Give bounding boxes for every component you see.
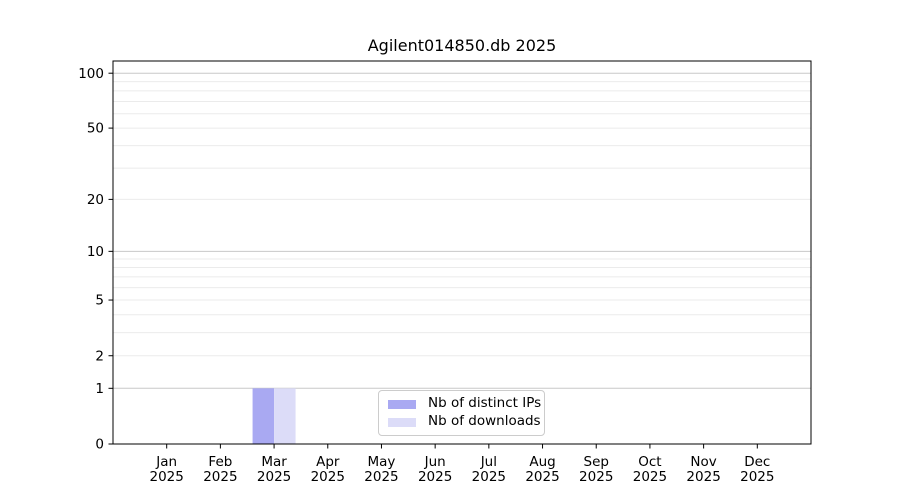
y-tick-label: 20 [87,192,104,208]
x-tick-label-month: Feb [208,454,232,470]
legend-entry-nb-of-downloads: Nb of downloads [388,415,541,429]
legend-label: Nb of distinct IPs [428,395,542,412]
y-tick-label: 1 [95,381,104,397]
x-tick-label-year: 2025 [525,469,559,485]
y-tick-label: 2 [95,348,104,364]
x-tick-label-month: May [368,454,396,470]
y-tick-label: 50 [87,121,104,137]
x-tick-label-month: Dec [744,454,770,470]
x-tick-label-year: 2025 [472,469,506,485]
y-tick-label: 10 [87,244,104,260]
legend-swatch-nb-of-downloads [388,417,416,427]
x-tick-label-year: 2025 [203,469,237,485]
bar-nb-of-downloads-mar [274,388,296,444]
bar-nb-of-distinct-ips-mar [252,388,275,444]
legend-label: Nb of downloads [428,413,541,430]
x-tick-label-year: 2025 [633,469,667,485]
y-tick-label: 5 [95,293,104,309]
legend-swatch-nb-of-distinct-ips [388,399,416,409]
x-tick-label-month: Sep [584,454,609,470]
x-tick-label-month: Nov [690,454,716,470]
chart-title: Agilent014850.db 2025 [367,36,557,55]
x-tick-label-year: 2025 [150,469,184,485]
x-tick-label-month: Mar [261,454,287,470]
x-tick-label-year: 2025 [686,469,720,485]
x-tick-label-month: Aug [529,454,555,470]
x-tick-label-year: 2025 [257,469,291,485]
y-tick-label: 0 [95,437,104,453]
legend: Nb of distinct IPs Nb of downloads [378,390,545,436]
x-tick-label-year: 2025 [311,469,345,485]
x-tick-label-year: 2025 [740,469,774,485]
legend-entry-nb-of-distinct-ips: Nb of distinct IPs [388,397,541,411]
x-tick-label-month: Oct [638,454,661,470]
x-tick-label-year: 2025 [579,469,613,485]
x-tick-label-year: 2025 [418,469,452,485]
x-tick-label-month: Jul [480,454,497,470]
y-tick-label: 100 [78,66,104,82]
x-tick-label-month: Jan [155,454,177,470]
axes-spines [112,60,812,445]
x-tick-label-month: Jun [424,454,446,470]
x-tick-label-month: Apr [316,454,340,470]
x-tick-label-year: 2025 [364,469,398,485]
